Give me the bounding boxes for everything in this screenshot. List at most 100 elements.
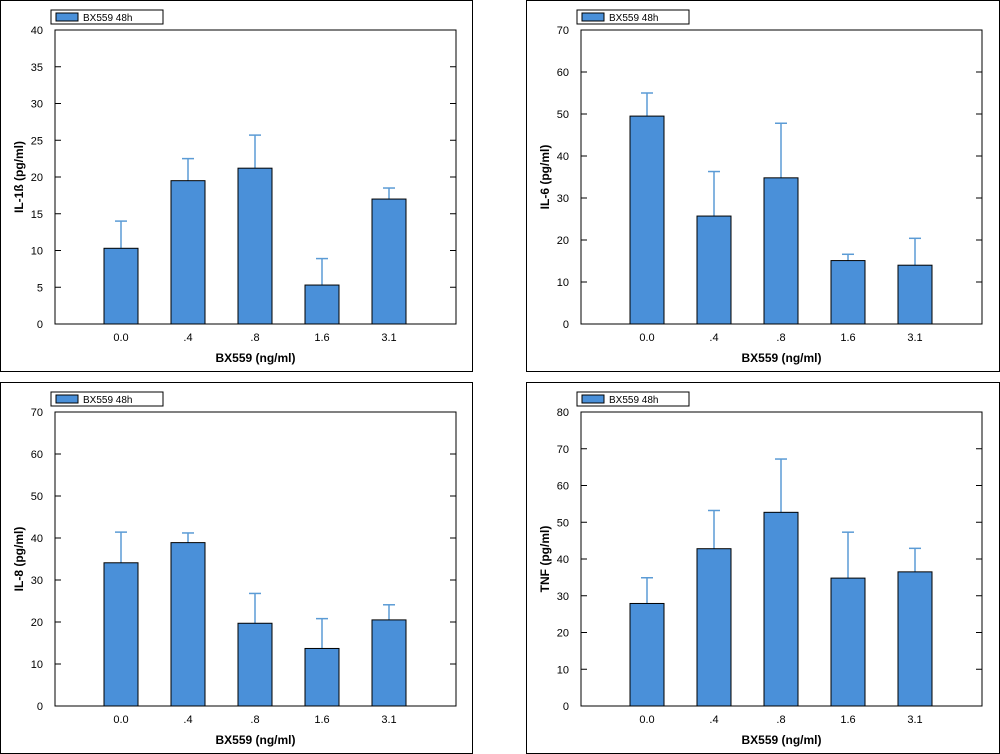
legend-swatch	[55, 12, 79, 22]
y-tick-label: 0	[37, 701, 43, 713]
x-tick-label: 0.0	[113, 332, 128, 344]
x-tick-label: .8	[250, 714, 259, 726]
bar	[629, 602, 665, 707]
x-axis-label: BX559 (ng/ml)	[741, 733, 821, 747]
y-tick-label: 80	[557, 407, 569, 419]
legend-box	[50, 9, 164, 25]
x-tick-label: .4	[183, 714, 192, 726]
x-tick-label: 3.1	[907, 332, 922, 344]
x-tick-label: .8	[250, 332, 259, 344]
bar	[170, 542, 206, 707]
legend: BX559 48h	[576, 391, 690, 407]
y-axis-label: IL-8 (pg/ml)	[12, 527, 26, 592]
bar	[696, 548, 732, 707]
legend-swatch	[55, 394, 79, 404]
legend-label: BX559 48h	[609, 395, 659, 406]
bar	[371, 619, 407, 707]
legend-box	[576, 9, 690, 25]
chart-svg: 0 10 20 30 40 50 60 70 0.0 .4 .8 1.6 3.1 BX559 (ng/ml…	[538, 9, 983, 365]
x-tick-label: .4	[709, 714, 718, 726]
y-tick-label: 25	[31, 135, 43, 147]
y-tick-label: 20	[31, 617, 43, 629]
bar	[103, 562, 139, 707]
bar	[830, 577, 866, 707]
y-tick-label: 10	[31, 246, 43, 258]
x-tick-label: .4	[183, 332, 192, 344]
y-tick-label: 60	[31, 449, 43, 461]
bar	[304, 647, 340, 707]
chart-panel-il8: 0 10 20 30 40 50 60 70 0.0 .4 .8 1.6 3.1 BX559 (ng/ml…	[0, 382, 473, 754]
x-tick-label: .4	[709, 332, 718, 344]
x-tick-label: 0.0	[639, 332, 654, 344]
legend-swatch	[581, 12, 605, 22]
chart-svg: 0 5 10 15 20 25 30 35 40 0.0 .4 .8 1.6 3.1 BX559 (ng/m…	[12, 9, 457, 365]
chart-panel-tnf: 0 10 20 30 40 50 60 70 80 0.0 .4 .8 1.6 3.1 BX559 (ng/…	[526, 382, 1000, 754]
x-axis-label: BX559 (ng/ml)	[215, 733, 295, 747]
y-axis-label: TNF (pg/ml)	[538, 526, 552, 593]
bar	[103, 247, 139, 325]
bar	[170, 180, 206, 325]
y-tick-label: 5	[37, 282, 43, 294]
x-tick-label: 3.1	[381, 714, 396, 726]
legend: BX559 48h	[576, 9, 690, 25]
bar	[304, 284, 340, 325]
y-tick-label: 60	[557, 481, 569, 493]
y-tick-label: 0	[563, 319, 569, 331]
x-tick-label: 0.0	[639, 714, 654, 726]
bar	[629, 115, 665, 325]
x-tick-label: .8	[776, 714, 785, 726]
x-tick-label: 1.6	[314, 714, 329, 726]
x-tick-label: 1.6	[840, 332, 855, 344]
y-tick-label: 10	[557, 277, 569, 289]
y-tick-label: 50	[557, 517, 569, 529]
y-tick-label: 20	[31, 172, 43, 184]
y-tick-label: 40	[557, 554, 569, 566]
bar	[763, 177, 799, 325]
y-tick-label: 30	[31, 575, 43, 587]
chart-svg: 0 10 20 30 40 50 60 70 80 0.0 .4 .8 1.6 3.1 BX559 (ng/…	[538, 391, 983, 747]
bar	[897, 264, 933, 325]
y-axis-label: IL-1ß (pg/ml)	[12, 141, 26, 213]
y-tick-label: 60	[557, 67, 569, 79]
x-tick-label: 0.0	[113, 714, 128, 726]
legend-label: BX559 48h	[609, 13, 659, 24]
y-tick-label: 70	[31, 407, 43, 419]
bar	[237, 622, 273, 707]
x-axis-label: BX559 (ng/ml)	[215, 351, 295, 365]
y-tick-label: 70	[557, 25, 569, 37]
legend-box	[50, 391, 164, 407]
y-tick-label: 0	[37, 319, 43, 331]
x-tick-label: 3.1	[381, 332, 396, 344]
legend-box	[576, 391, 690, 407]
legend: BX559 48h	[50, 9, 164, 25]
y-tick-label: 15	[31, 209, 43, 221]
x-axis-label: BX559 (ng/ml)	[741, 351, 821, 365]
bar	[830, 260, 866, 325]
y-tick-label: 10	[31, 659, 43, 671]
y-tick-label: 20	[557, 628, 569, 640]
x-tick-label: 3.1	[907, 714, 922, 726]
chart-panel-il6: 0 10 20 30 40 50 60 70 0.0 .4 .8 1.6 3.1 BX559 (ng/ml…	[526, 0, 1000, 372]
legend-label: BX559 48h	[83, 13, 133, 24]
y-tick-label: 50	[31, 491, 43, 503]
bar	[897, 571, 933, 707]
legend-swatch	[581, 394, 605, 404]
y-tick-label: 40	[31, 533, 43, 545]
y-tick-label: 30	[557, 591, 569, 603]
y-tick-label: 40	[557, 151, 569, 163]
x-tick-label: .8	[776, 332, 785, 344]
chart-panel-il1b: 0 5 10 15 20 25 30 35 40 0.0 .4 .8 1.6 3.1 BX559 (ng/m…	[0, 0, 473, 372]
y-tick-label: 30	[31, 99, 43, 111]
y-tick-label: 70	[557, 444, 569, 456]
legend-label: BX559 48h	[83, 395, 133, 406]
y-tick-label: 50	[557, 109, 569, 121]
bar	[763, 511, 799, 707]
chart-svg: 0 10 20 30 40 50 60 70 0.0 .4 .8 1.6 3.1 BX559 (ng/ml…	[12, 391, 457, 747]
y-tick-label: 30	[557, 193, 569, 205]
y-tick-label: 35	[31, 62, 43, 74]
y-tick-label: 10	[557, 664, 569, 676]
y-axis-label: IL-6 (pg/ml)	[538, 145, 552, 210]
y-tick-label: 0	[563, 701, 569, 713]
x-tick-label: 1.6	[840, 714, 855, 726]
y-tick-label: 20	[557, 235, 569, 247]
